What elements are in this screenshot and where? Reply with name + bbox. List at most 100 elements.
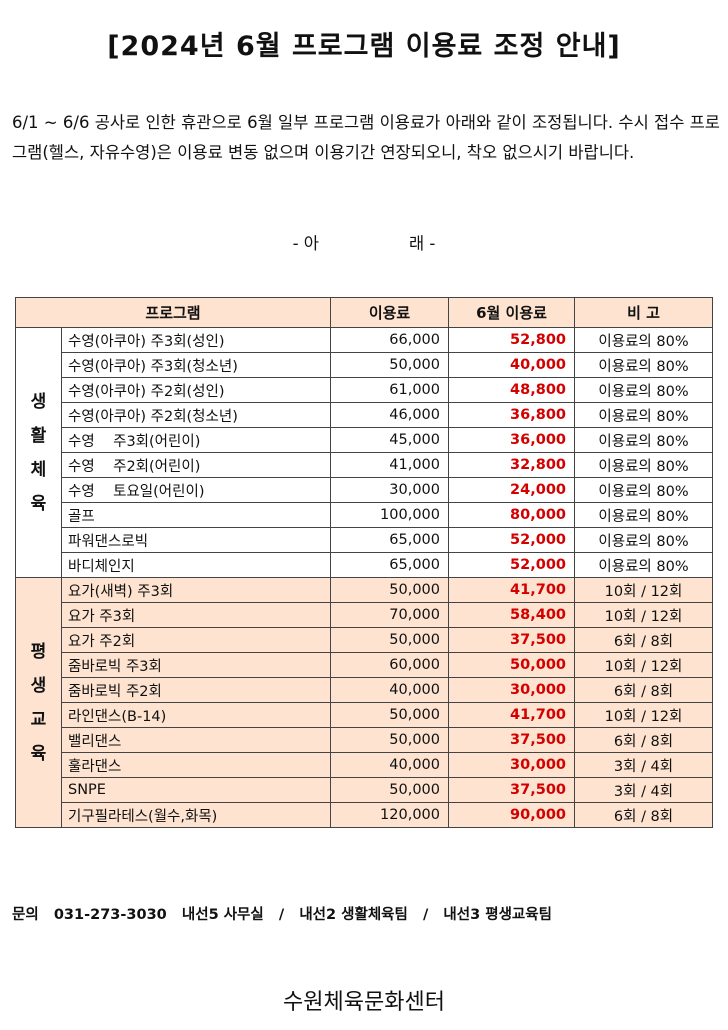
regular-fee: 65,000 xyxy=(330,552,450,578)
note: 10회 / 12회 xyxy=(574,577,714,603)
program-name: 기구필라테스(월수,화목) xyxy=(60,802,332,828)
june-fee: 40,000 xyxy=(448,352,576,378)
page-title: [2024년 6월 프로그램 이용료 조정 안내] xyxy=(107,31,621,62)
regular-fee: 60,000 xyxy=(330,652,450,678)
program-name: 요가(새벽) 주3회 xyxy=(60,577,332,603)
june-fee: 30,000 xyxy=(448,677,576,703)
regular-fee: 46,000 xyxy=(330,402,450,428)
june-fee: 37,500 xyxy=(448,627,576,653)
section-heading-right: 래 - xyxy=(409,234,436,253)
header-note: 비 고 xyxy=(574,297,714,328)
program-name: 수영(아쿠아) 주2회(청소년) xyxy=(60,402,332,428)
regular-fee: 45,000 xyxy=(330,427,450,453)
category-label: 생활체육 xyxy=(15,327,62,578)
note: 이용료의 80% xyxy=(574,527,714,553)
fee-table: 프로그램 이용료 6월 이용료 비 고 생활체육 수영(아쿠아) 주3회(성인) 6… xyxy=(14,297,714,828)
note: 10회 / 12회 xyxy=(574,602,714,628)
table-row: 수영(아쿠아) 주3회(청소년) 50,000 40,000 이용료의 80% xyxy=(16,352,714,378)
program-name: 수영 주3회(어린이) xyxy=(60,427,332,453)
table-row: 수영(아쿠아) 주2회(청소년) 46,000 36,800 이용료의 80% xyxy=(16,402,714,428)
regular-fee: 50,000 xyxy=(330,627,450,653)
program-name: 파워댄스로빅 xyxy=(60,527,332,553)
note: 6회 / 8회 xyxy=(574,677,714,703)
regular-fee: 41,000 xyxy=(330,452,450,478)
note: 10회 / 12회 xyxy=(574,702,714,728)
june-fee: 41,700 xyxy=(448,577,576,603)
note: 이용료의 80% xyxy=(574,552,714,578)
table-row: 요가 주2회 50,000 37,500 6회 / 8회 xyxy=(16,627,714,653)
note: 이용료의 80% xyxy=(574,377,714,403)
table-row: 평생교육 요가(새벽) 주3회 50,000 41,700 10회 / 12회 xyxy=(15,577,714,828)
regular-fee: 70,000 xyxy=(330,602,450,628)
section-heading-left: - 아 xyxy=(292,234,319,253)
regular-fee: 50,000 xyxy=(330,777,450,803)
table-row: SNPE 50,000 37,500 3회 / 4회 xyxy=(16,777,714,803)
program-name: 골프 xyxy=(60,502,332,528)
program-name: 수영(아쿠아) 주3회(청소년) xyxy=(60,352,332,378)
june-fee: 50,000 xyxy=(448,652,576,678)
june-fee: 30,000 xyxy=(448,752,576,778)
note: 이용료의 80% xyxy=(574,402,714,428)
program-name: 요가 주3회 xyxy=(60,602,332,628)
program-name: SNPE xyxy=(60,777,332,803)
note: 이용료의 80% xyxy=(574,502,714,528)
table-row: 훌라댄스 40,000 30,000 3회 / 4회 xyxy=(16,752,714,778)
program-name: 바디체인지 xyxy=(60,552,332,578)
regular-fee: 30,000 xyxy=(330,477,450,503)
june-fee: 41,700 xyxy=(448,702,576,728)
program-name: 줌바로빅 주2회 xyxy=(60,677,332,703)
regular-fee: 66,000 xyxy=(330,327,450,353)
note: 3회 / 4회 xyxy=(574,777,714,803)
table-row: 수영(아쿠아) 주2회(성인) 61,000 48,800 이용료의 80% xyxy=(16,377,714,403)
program-name: 밸리댄스 xyxy=(60,727,332,753)
june-fee: 36,800 xyxy=(448,402,576,428)
note: 6회 / 8회 xyxy=(574,627,714,653)
june-fee: 37,500 xyxy=(448,727,576,753)
regular-fee: 40,000 xyxy=(330,752,450,778)
regular-fee: 120,000 xyxy=(330,802,450,828)
note: 이용료의 80% xyxy=(574,477,714,503)
table-row: 골프 100,000 80,000 이용료의 80% xyxy=(16,502,714,528)
program-name: 수영(아쿠아) 주2회(성인) xyxy=(60,377,332,403)
header-june-fee: 6월 이용료 xyxy=(448,297,576,328)
june-fee: 48,800 xyxy=(448,377,576,403)
june-fee: 58,400 xyxy=(448,602,576,628)
note: 이용료의 80% xyxy=(574,327,714,353)
program-name: 훌라댄스 xyxy=(60,752,332,778)
table-row: 생활체육 수영(아쿠아) 주3회(성인) 66,000 52,800 이용료의 80% xyxy=(15,327,714,578)
table-row: 요가 주3회 70,000 58,400 10회 / 12회 xyxy=(16,602,714,628)
june-fee: 52,000 xyxy=(448,527,576,553)
table-row: 라인댄스(B-14) 50,000 41,700 10회 / 12회 xyxy=(16,702,714,728)
table-row: 줌바로빅 주2회 40,000 30,000 6회 / 8회 xyxy=(16,677,714,703)
regular-fee: 50,000 xyxy=(330,702,450,728)
organization-name: 수원체육문화센터 xyxy=(283,990,445,1015)
regular-fee: 40,000 xyxy=(330,677,450,703)
june-fee: 80,000 xyxy=(448,502,576,528)
header-fee: 이용료 xyxy=(330,297,450,328)
table-row: 수영 주2회(어린이) 41,000 32,800 이용료의 80% xyxy=(16,452,714,478)
regular-fee: 50,000 xyxy=(330,352,450,378)
table-row: 수영 주3회(어린이) 45,000 36,000 이용료의 80% xyxy=(16,427,714,453)
category-label-text: 평생교육 xyxy=(30,641,47,764)
regular-fee: 50,000 xyxy=(330,727,450,753)
table-header-row: 프로그램 이용료 6월 이용료 비 고 xyxy=(14,297,714,328)
program-name: 줌바로빅 주3회 xyxy=(60,652,332,678)
note: 이용료의 80% xyxy=(574,452,714,478)
june-fee: 52,000 xyxy=(448,552,576,578)
header-program: 프로그램 xyxy=(14,297,332,328)
intro-paragraph: 6/1 ~ 6/6 공사로 인한 휴관으로 6월 일부 프로그램 이용료가 아래… xyxy=(12,113,720,162)
june-fee: 90,000 xyxy=(448,802,576,828)
program-name: 수영 토요일(어린이) xyxy=(60,477,332,503)
regular-fee: 65,000 xyxy=(330,527,450,553)
regular-fee: 61,000 xyxy=(330,377,450,403)
note: 10회 / 12회 xyxy=(574,652,714,678)
table-row: 줌바로빅 주3회 60,000 50,000 10회 / 12회 xyxy=(16,652,714,678)
table-row: 밸리댄스 50,000 37,500 6회 / 8회 xyxy=(16,727,714,753)
note: 이용료의 80% xyxy=(574,427,714,453)
table-row: 기구필라테스(월수,화목) 120,000 90,000 6회 / 8회 xyxy=(16,802,714,828)
note: 이용료의 80% xyxy=(574,352,714,378)
june-fee: 52,800 xyxy=(448,327,576,353)
june-fee: 32,800 xyxy=(448,452,576,478)
june-fee: 37,500 xyxy=(448,777,576,803)
